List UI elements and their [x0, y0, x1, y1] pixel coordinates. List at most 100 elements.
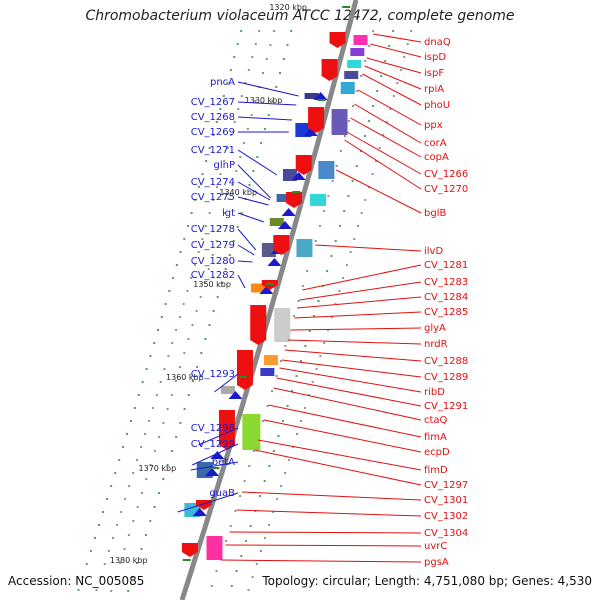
guide-dot — [118, 459, 121, 461]
guide-dot — [364, 60, 367, 62]
guide-dot — [254, 43, 257, 45]
gene-label-guab: guaB — [209, 488, 235, 499]
guide-dot — [162, 478, 165, 480]
guide-dot — [179, 366, 182, 368]
guide-dot — [227, 198, 230, 200]
gene-label-pgsa: pgsA — [424, 557, 449, 568]
feature-arrow — [303, 128, 318, 136]
gene-label-glnp: glnP — [214, 160, 236, 171]
guide-dot — [136, 459, 139, 461]
guide-dot — [116, 524, 119, 526]
guide-dot — [149, 520, 152, 522]
guide-dot — [376, 90, 379, 92]
guide-dot — [266, 405, 269, 407]
guide-dot — [275, 86, 278, 88]
guide-dot — [197, 251, 200, 253]
guide-dot — [230, 585, 233, 587]
leader-line — [241, 491, 422, 501]
guide-dot — [272, 511, 275, 513]
guide-dot — [226, 82, 229, 84]
guide-dot — [234, 510, 237, 512]
gene-label-cv_1299: CV_1299 — [191, 439, 235, 450]
gene-label-cv_1275: CV_1275 — [191, 192, 235, 203]
map-title: Chromobacterium violaceum ATCC 12472, co… — [85, 8, 515, 24]
gene-label-cv_1270: CV_1270 — [424, 184, 468, 195]
guide-dot — [270, 390, 273, 392]
guide-dot — [248, 184, 251, 186]
guide-dot — [145, 478, 148, 480]
guide-dot — [123, 548, 126, 550]
leader-line — [297, 296, 422, 309]
guide-dot — [240, 212, 243, 214]
tick-mark — [238, 376, 247, 378]
guide-dot — [330, 255, 333, 257]
guide-dot — [385, 121, 388, 123]
gene-label-cv_1298: CV_1298 — [191, 423, 235, 434]
guide-dot — [182, 303, 185, 305]
feature-block — [347, 60, 362, 68]
guide-dot — [128, 485, 131, 487]
guide-dot — [140, 548, 143, 550]
feature-arrow — [329, 32, 346, 48]
leader-line — [302, 264, 422, 291]
guide-dot — [308, 330, 311, 332]
guide-dot — [187, 394, 190, 396]
guide-dot — [403, 56, 406, 58]
gene-label-dnaq: dnaQ — [424, 37, 451, 48]
guide-dot — [199, 296, 202, 298]
guide-dot — [162, 422, 165, 424]
leader-line — [237, 101, 297, 106]
guide-dot — [410, 30, 413, 32]
guide-dot — [120, 511, 123, 513]
guide-dot — [319, 355, 322, 357]
guide-dot — [251, 56, 254, 58]
guide-dot — [343, 210, 346, 212]
gene-label-glya: glyA — [424, 323, 446, 334]
guide-dot — [323, 342, 326, 344]
guide-dot — [111, 537, 114, 539]
tick-label: 1380 kbp — [110, 556, 148, 565]
guide-dot — [103, 563, 106, 565]
guide-dot — [378, 147, 381, 149]
guide-dot — [349, 251, 352, 253]
gene-label-cv_1284: CV_1284 — [424, 292, 468, 303]
guide-dot — [196, 366, 199, 368]
guide-dot — [279, 72, 282, 74]
feature-block — [269, 218, 284, 226]
guide-dot — [215, 121, 218, 123]
leader-line — [370, 43, 422, 58]
guide-dot — [286, 44, 289, 46]
feature-block — [310, 194, 326, 206]
leader-line — [220, 559, 422, 563]
guide-dot — [380, 75, 383, 77]
gene-label-cv_1281: CV_1281 — [424, 260, 468, 271]
feature-arrow — [228, 391, 243, 399]
guide-dot — [236, 43, 239, 45]
guide-dot — [172, 277, 175, 279]
guide-dot — [288, 459, 291, 461]
guide-dot — [166, 408, 169, 410]
feature-arrow — [308, 107, 325, 133]
guide-dot — [317, 300, 320, 302]
gene-label-cv_1280: CV_1280 — [191, 256, 235, 267]
feature-block — [331, 109, 348, 135]
guide-dot — [136, 562, 139, 564]
guide-dot — [352, 105, 355, 107]
feature-block — [304, 93, 319, 99]
guide-dot — [174, 380, 177, 382]
guide-dot — [271, 100, 274, 102]
guide-dot — [244, 82, 247, 84]
leader-line — [373, 33, 422, 43]
guide-dot — [147, 420, 150, 422]
guide-dot — [136, 506, 139, 508]
guide-dot — [201, 238, 204, 240]
guide-dot — [263, 537, 266, 539]
gene-label-cv_1269: CV_1269 — [191, 127, 235, 138]
tick-label: 1350 kbp — [193, 280, 231, 289]
guide-dot — [175, 436, 178, 438]
guide-dot — [197, 186, 200, 188]
guide-dot — [252, 450, 255, 452]
guide-dot — [158, 436, 161, 438]
guide-dot — [171, 342, 174, 344]
